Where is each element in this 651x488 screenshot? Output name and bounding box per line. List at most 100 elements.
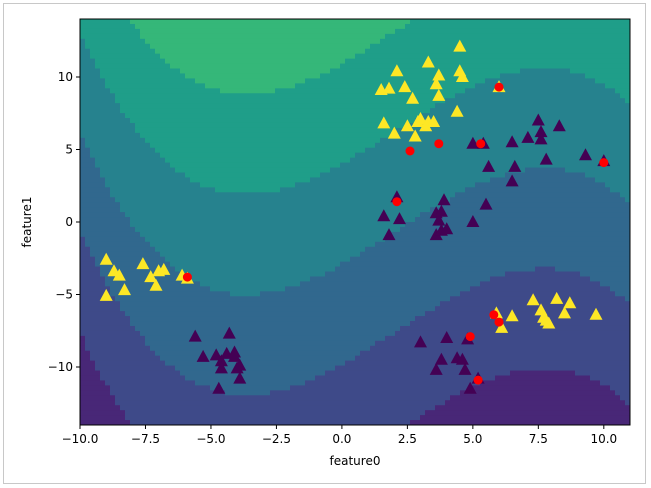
contour-cell	[115, 256, 121, 263]
contour-cell	[155, 217, 161, 223]
contour-cell	[285, 222, 291, 228]
contour-cell	[115, 395, 121, 401]
contour-cell	[225, 98, 231, 104]
contour-cell	[145, 395, 151, 401]
contour-cell	[115, 192, 121, 198]
contour-cell	[350, 212, 356, 218]
contour-cell	[315, 246, 321, 253]
contour-cell	[220, 311, 226, 317]
contour-cell	[235, 33, 241, 40]
contour-cell	[215, 410, 221, 416]
contour-cell	[290, 222, 296, 228]
contour-cell	[260, 93, 266, 99]
contour-cell	[200, 43, 206, 50]
contour-cell	[335, 390, 341, 396]
contour-cell	[365, 321, 371, 327]
contour-cell	[265, 395, 271, 401]
contour-cell	[280, 380, 286, 386]
contour-cell	[190, 172, 196, 179]
contour-cell	[285, 53, 291, 60]
contour-cell	[350, 197, 356, 203]
contour-cell	[90, 142, 96, 149]
contour-cell	[85, 63, 91, 70]
contour-cell	[360, 73, 366, 80]
contour-cell	[130, 355, 136, 362]
contour-cell	[255, 127, 261, 134]
contour-cell	[210, 118, 216, 124]
contour-cell	[345, 246, 351, 253]
contour-cell	[260, 122, 266, 129]
contour-cell	[335, 202, 341, 208]
contour-cell	[250, 231, 256, 238]
contour-cell	[165, 113, 171, 119]
contour-cell	[325, 370, 331, 377]
contour-cell	[90, 301, 96, 307]
contour-cell	[360, 187, 366, 193]
contour-cell	[115, 415, 121, 421]
contour-cell	[230, 38, 236, 45]
contour-cell	[370, 286, 376, 292]
contour-cell	[100, 370, 106, 377]
contour-cell	[100, 78, 106, 84]
contour-cell	[345, 296, 351, 302]
contour-cell	[225, 271, 231, 278]
contour-cell	[280, 286, 286, 292]
contour-cell	[130, 23, 136, 30]
contour-cell	[310, 33, 316, 40]
contour-cell	[315, 350, 321, 357]
contour-cell	[150, 122, 156, 129]
contour-cell	[195, 271, 201, 278]
contour-cell	[205, 251, 211, 258]
contour-cell	[365, 410, 371, 416]
contour-cell	[270, 113, 276, 119]
contour-cell	[105, 172, 111, 179]
contour-cell	[170, 380, 176, 386]
contour-cell	[130, 43, 136, 50]
contour-cell	[195, 345, 201, 352]
contour-cell	[185, 246, 191, 253]
contour-cell	[210, 217, 216, 223]
contour-cell	[115, 311, 121, 317]
contour-cell	[350, 142, 356, 149]
contour-cell	[140, 350, 146, 357]
contour-cell	[100, 152, 106, 159]
contour-cell	[100, 73, 106, 80]
contour-cell	[245, 118, 251, 124]
contour-cell	[205, 78, 211, 84]
contour-cell	[150, 33, 156, 40]
contour-cell	[365, 400, 371, 406]
contour-cell	[80, 256, 86, 263]
contour-cell	[345, 236, 351, 243]
contour-cell	[85, 365, 91, 372]
contour-cell	[315, 325, 321, 332]
contour-cell	[325, 108, 331, 114]
contour-cell	[190, 325, 196, 332]
contour-cell	[165, 207, 171, 213]
contour-cell	[285, 226, 291, 233]
contour-cell	[80, 380, 86, 386]
contour-cell	[335, 172, 341, 179]
contour-cell	[165, 108, 171, 114]
contour-cell	[190, 187, 196, 193]
contour-cell	[265, 375, 271, 382]
contour-cell	[185, 78, 191, 84]
contour-cell	[105, 33, 111, 40]
contour-cell	[315, 167, 321, 174]
contour-cell	[285, 340, 291, 347]
contour-cell	[85, 400, 91, 406]
contour-cell	[90, 390, 96, 396]
contour-cell	[295, 420, 301, 425]
contour-cell	[165, 246, 171, 253]
contour-cell	[340, 157, 346, 164]
contour-cell	[205, 53, 211, 60]
contour-cell	[160, 345, 166, 352]
contour-cell	[160, 410, 166, 416]
contour-cell	[295, 291, 301, 297]
contour-cell	[215, 251, 221, 258]
contour-cell	[210, 286, 216, 292]
contour-cell	[115, 108, 121, 114]
contour-cell	[285, 256, 291, 263]
contour-cell	[95, 222, 101, 228]
contour-cell	[260, 23, 266, 30]
contour-cell	[255, 132, 261, 139]
